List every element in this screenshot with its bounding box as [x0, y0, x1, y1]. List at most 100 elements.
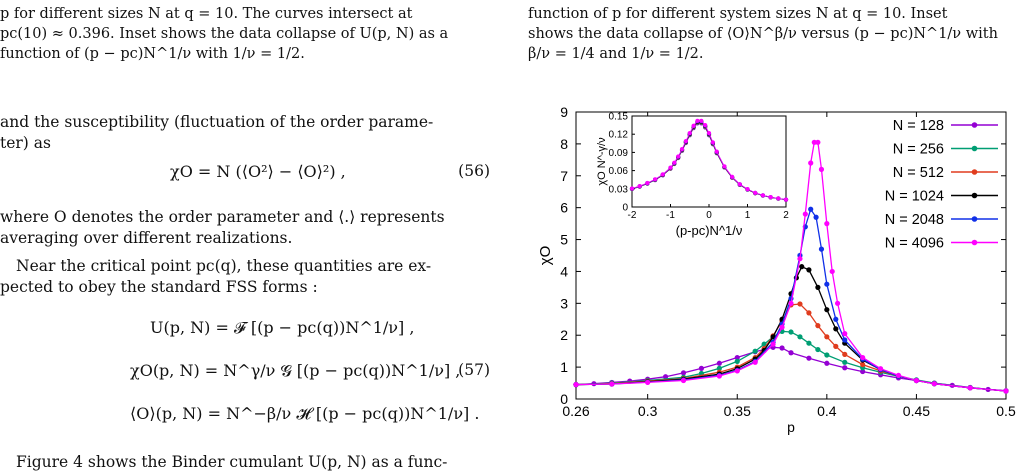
data-point — [788, 329, 794, 335]
equation-56-number: (56) — [458, 162, 490, 180]
x-tick-label: 0.26 — [562, 403, 589, 419]
data-point — [645, 379, 651, 386]
paragraph-fss: Near the critical point pc(q), these qua… — [0, 256, 500, 298]
data-point — [842, 351, 848, 357]
inset-data-point — [730, 174, 735, 179]
paragraph-figure4: Figure 4 shows the Binder cumulant U(p, … — [0, 452, 500, 473]
equation-56: χO = N (⟨O²⟩ − ⟨O⟩²) , — [170, 162, 346, 181]
inset-data-point — [668, 165, 673, 170]
data-point — [842, 331, 848, 337]
inset-x-tick-label: 1 — [745, 210, 751, 221]
data-point — [770, 341, 776, 347]
data-point — [833, 326, 839, 332]
data-point — [860, 354, 866, 361]
data-point — [716, 365, 722, 371]
data-point — [788, 350, 794, 356]
text-line: Figure 4 shows the Binder cumulant U(p, … — [16, 453, 448, 471]
y-tick-label: 7 — [560, 168, 568, 184]
inset-x-axis-label: (p-pc)N^1/ν — [676, 223, 743, 238]
data-point — [829, 268, 835, 275]
data-point — [788, 300, 794, 306]
left-caption-line: pc(10) ≈ 0.396. Inset shows the data col… — [0, 26, 449, 42]
y-tick-label: 1 — [560, 359, 568, 375]
equation-57-line-1: U(p, N) = 𝓕 [(p − pc(q))N^1/ν] , — [150, 318, 415, 337]
data-point — [770, 334, 776, 340]
data-point — [698, 365, 705, 371]
y-tick-label: 4 — [560, 263, 568, 279]
data-point — [1003, 388, 1009, 394]
y-tick-label: 6 — [560, 200, 568, 216]
text-line: averaging over different realizations. — [0, 229, 293, 247]
data-point — [734, 368, 740, 374]
data-point — [842, 365, 848, 371]
inset-data-point — [745, 187, 750, 192]
data-point — [818, 246, 825, 252]
inset-data-point — [695, 118, 700, 123]
data-point — [815, 139, 821, 145]
data-point — [761, 341, 767, 347]
right-caption-line: shows the data collapse of ⟨O⟩N^β/ν vers… — [528, 26, 998, 42]
data-point — [779, 345, 785, 351]
series-line — [575, 265, 1007, 392]
equation-57-number: (57) — [458, 361, 490, 379]
inset-x-tick-label: 2 — [783, 210, 789, 221]
data-point — [808, 206, 814, 212]
legend-marker — [971, 239, 978, 246]
susceptibility-chart: 0 1 2 3 4 5 6 7 8 9 0.26 0.3 0.35 0.4 0.45 0.5 p χO N = 12… — [537, 104, 1016, 435]
legend-marker — [971, 192, 978, 199]
inset-data-point — [714, 149, 719, 154]
right-figure-caption: function of p for different system sizes… — [528, 4, 1029, 64]
inset-data-point — [637, 183, 642, 189]
data-point — [797, 301, 803, 307]
right-caption-line: β/ν = 1/4 and 1/ν = 1/2. — [528, 46, 704, 62]
data-point — [811, 139, 817, 145]
x-tick-label: 0.35 — [724, 403, 751, 419]
inset-x-tick-label: -2 — [628, 210, 637, 221]
inset-y-tick-label: 0 — [622, 203, 628, 214]
data-point — [833, 343, 839, 349]
inset-data-point — [691, 123, 696, 128]
inset-data-point — [687, 131, 692, 136]
x-tick-label: 0.5 — [996, 403, 1016, 419]
paragraph-order-parameter: where O denotes the order parameter and … — [0, 207, 500, 249]
data-point — [842, 337, 848, 343]
inset-y-tick-label: 0.03 — [609, 184, 629, 195]
data-point — [818, 166, 825, 172]
data-point — [860, 361, 866, 368]
plot-frame — [575, 111, 1007, 400]
data-point — [824, 334, 830, 340]
x-tick-label: 0.45 — [903, 403, 930, 419]
data-point — [913, 377, 920, 384]
inset-data-point — [710, 140, 715, 145]
data-point — [680, 377, 687, 384]
left-figure-caption: p for different sizes N at q = 10. The c… — [0, 4, 500, 64]
data-point — [752, 348, 758, 354]
data-point — [609, 381, 615, 387]
inset-x-tick-label: 0 — [706, 210, 712, 221]
data-point — [797, 334, 803, 340]
text-line: where O denotes the order parameter and … — [0, 208, 445, 226]
equation-57-line-3: ⟨O⟩(p, N) = N^−β/ν 𝓗 [(p − pc(q))N^1/ν] … — [130, 404, 480, 423]
data-point — [808, 160, 814, 166]
legend-label: N = 512 — [893, 165, 944, 181]
y-tick-label: 9 — [560, 104, 568, 120]
legend-marker — [971, 122, 978, 128]
inset-data-point — [683, 139, 688, 144]
inset-data-point — [703, 123, 708, 128]
inset-data-point — [629, 186, 635, 191]
data-point — [815, 323, 821, 329]
data-point — [799, 264, 805, 270]
inset-y-tick-label: 0.06 — [609, 166, 629, 177]
inset-data-point — [672, 160, 677, 165]
data-point — [716, 360, 722, 366]
data-point — [797, 256, 803, 262]
legend-label: N = 2048 — [885, 212, 944, 228]
data-point — [895, 372, 902, 379]
inset-data-point — [679, 147, 685, 152]
inset-data-point — [768, 195, 773, 200]
data-point — [860, 368, 866, 375]
data-point — [834, 300, 841, 306]
legend-label: N = 128 — [893, 118, 944, 134]
data-point — [967, 385, 973, 391]
legend-label: N = 256 — [893, 142, 944, 158]
